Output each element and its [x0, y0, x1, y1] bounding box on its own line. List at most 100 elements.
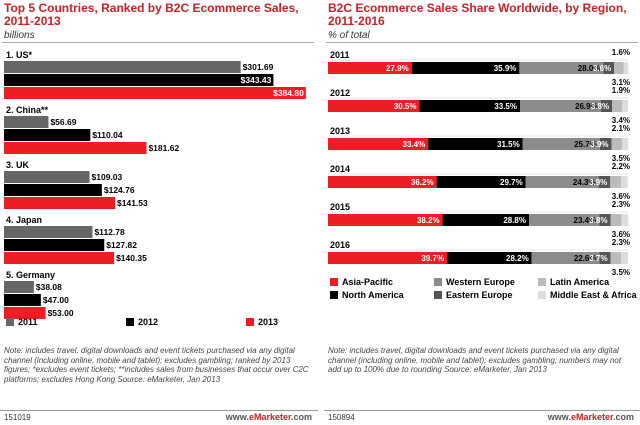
left-chart-note: Note: includes travel, digital downloads…: [4, 346, 309, 384]
category-label: 3. UK: [6, 160, 30, 170]
bar: [4, 252, 115, 264]
stacked-segment: [529, 214, 600, 226]
bar: [4, 61, 241, 73]
bar-value-label: $112.78: [94, 227, 125, 237]
segment-value-label: 28.0%: [578, 64, 601, 73]
bar: [4, 281, 34, 293]
bar: [4, 197, 116, 209]
stacked-segment: [614, 62, 624, 74]
stacked-segment: [328, 62, 412, 74]
bar: [4, 294, 41, 306]
year-label: 2011: [330, 50, 350, 60]
stacked-segment: [599, 252, 611, 264]
legend-label: North America: [342, 290, 405, 300]
segment-value-label: 24.3%: [573, 178, 596, 187]
segment-value-label: 25.7%: [574, 140, 597, 149]
left-chart-title: Top 5 Countries, Ranked by B2C Ecommerce…: [4, 1, 299, 28]
segment-value-label: 3.4%: [612, 116, 630, 125]
bar-value-label: $343.43: [241, 75, 272, 85]
bar-value-label: $140.35: [116, 253, 147, 263]
segment-value-label: 3.9%: [590, 140, 608, 149]
stacked-segment: [621, 176, 628, 188]
bar-value-label: $109.03: [92, 172, 123, 182]
segment-value-label: 27.9%: [386, 64, 409, 73]
stacked-segment: [621, 252, 628, 264]
stacked-segment: [603, 62, 615, 74]
segment-value-label: 28.8%: [503, 216, 526, 225]
bar-value-label: $384.80: [273, 88, 304, 98]
bar: [4, 142, 147, 154]
segment-value-label: 3.9%: [589, 178, 607, 187]
stacked-segment: [622, 100, 628, 112]
bar-value-label: $47.00: [43, 295, 69, 305]
bar-value-label: $181.62: [148, 143, 179, 153]
stacked-segment: [612, 100, 623, 112]
legend-swatch: [538, 291, 546, 299]
bar: [4, 171, 90, 183]
bar: [4, 87, 306, 99]
stacked-segment: [328, 214, 443, 226]
bar-value-label: $56.69: [50, 117, 76, 127]
segment-value-label: 39.7%: [421, 254, 444, 263]
right-chart-title: B2C Ecommerce Sales Share Worldwide, by …: [328, 1, 627, 28]
stacked-segment: [520, 100, 601, 112]
year-label: 2013: [330, 126, 350, 136]
stacked-segment: [600, 100, 613, 112]
legend-swatch: [246, 318, 254, 326]
bar-value-label: $110.04: [92, 130, 123, 140]
right-chart-id: 150894: [328, 413, 355, 422]
legend-label: Latin America: [550, 277, 610, 287]
legend-swatch: [538, 278, 546, 286]
right-footer: 150894 www.eMarketer.com: [324, 410, 640, 425]
left-footer: 151019 www.eMarketer.com: [0, 410, 318, 425]
bar: [4, 307, 46, 319]
segment-value-label: 3.7%: [589, 254, 607, 263]
stacked-segment: [525, 176, 599, 188]
legend-label: Western Europe: [446, 277, 515, 287]
stacked-segment: [610, 176, 622, 188]
segment-value-label: 35.9%: [494, 64, 517, 73]
segment-value-label: 30.5%: [394, 102, 417, 111]
segment-value-label: 23.4%: [574, 216, 597, 225]
bar: [4, 226, 93, 238]
segment-value-label: 28.2%: [506, 254, 529, 263]
bar-value-label: $141.53: [117, 198, 148, 208]
right-chart-panel: B2C Ecommerce Sales Share Worldwide, by …: [324, 0, 640, 425]
stacked-segment: [328, 138, 429, 150]
stacked-segment: [442, 214, 529, 226]
brand-logo[interactable]: www.eMarketer.com: [547, 412, 634, 422]
bar: [4, 74, 274, 86]
stacked-segment: [411, 62, 520, 74]
bar-value-label: $124.76: [104, 185, 135, 195]
stacked-segment: [531, 252, 600, 264]
bar-value-label: $38.08: [36, 282, 62, 292]
segment-value-label: 3.6%: [612, 230, 630, 239]
segment-value-label: 26.9%: [575, 102, 598, 111]
legend-swatch: [6, 318, 14, 326]
stacked-segment: [622, 138, 629, 150]
brand-logo[interactable]: www.eMarketer.com: [225, 412, 312, 422]
stacked-segment: [328, 252, 448, 264]
legend-label: 2011: [18, 317, 38, 327]
segment-value-label: 33.4%: [403, 140, 426, 149]
stacked-segment: [623, 62, 629, 74]
stacked-segment: [519, 62, 604, 74]
segment-value-label: 2.3%: [612, 200, 630, 209]
segment-value-label: 3.6%: [612, 192, 630, 201]
left-bar-chart: 1. US* $301.69 $343.43$384.80 2. China**$56…: [4, 50, 306, 327]
year-label: 2016: [330, 240, 350, 250]
segment-value-label: 3.8%: [591, 102, 609, 111]
stacked-segment: [611, 138, 622, 150]
stacked-segment: [328, 100, 420, 112]
stacked-segment: [621, 214, 629, 226]
stacked-segment: [610, 214, 622, 226]
bar-value-label: $127.82: [106, 240, 137, 250]
stacked-segment: [328, 176, 437, 188]
bar: [4, 184, 102, 196]
segment-value-label: 33.5%: [494, 102, 517, 111]
segment-value-label: 3.5%: [612, 268, 630, 277]
category-label: 1. US*: [6, 50, 33, 60]
stacked-segment: [436, 176, 526, 188]
legend-label: 2013: [258, 317, 278, 327]
